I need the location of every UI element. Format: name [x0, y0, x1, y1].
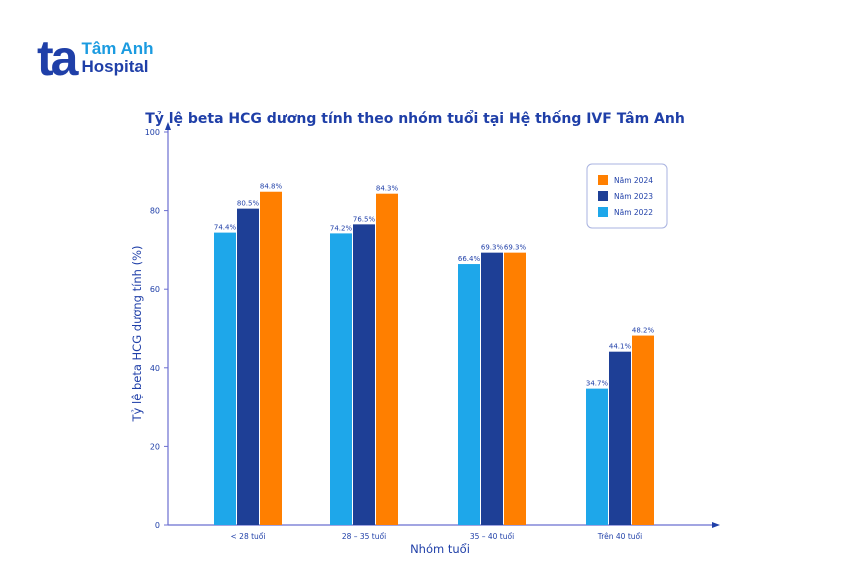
x-tick-label: < 28 tuổi — [231, 532, 266, 541]
data-label: 48.2% — [632, 327, 655, 335]
bar-năm-2023 — [609, 351, 631, 525]
legend-label: Năm 2024 — [614, 176, 653, 185]
data-label: 74.4% — [214, 224, 237, 232]
data-label: 80.5% — [237, 200, 260, 208]
x-tick-label: 28 – 35 tuổi — [342, 532, 386, 541]
legend-swatch — [598, 207, 608, 217]
legend-swatch — [598, 191, 608, 201]
bar-năm-2024 — [632, 335, 654, 525]
data-label: 34.7% — [586, 380, 609, 388]
y-tick-label: 20 — [150, 442, 160, 451]
data-label: 84.8% — [260, 183, 283, 191]
chart-title: Tỷ lệ beta HCG dương tính theo nhóm tuổi… — [145, 110, 685, 127]
bar-năm-2024 — [260, 191, 282, 525]
x-tick-label: 35 – 40 tuổi — [470, 532, 514, 541]
hospital-logo: ta Tâm Anh Hospital — [37, 30, 154, 86]
y-tick-label: 100 — [145, 128, 160, 137]
bar-năm-2023 — [237, 208, 259, 525]
bar-năm-2022 — [330, 233, 352, 526]
data-label: 84.3% — [376, 185, 399, 193]
data-label: 69.3% — [504, 244, 527, 252]
x-axis-arrow-icon — [712, 522, 720, 528]
data-label: 74.2% — [330, 224, 353, 232]
legend-label: Năm 2022 — [614, 208, 653, 217]
x-tick-label: Trên 40 tuổi — [597, 532, 642, 541]
bar-năm-2022 — [214, 232, 236, 525]
data-label: 69.3% — [481, 244, 504, 252]
y-tick-label: 40 — [150, 364, 160, 373]
y-axis-label: Tỷ lệ beta HCG dương tính (%) — [130, 246, 144, 423]
bar-năm-2024 — [376, 193, 398, 526]
legend-swatch — [598, 175, 608, 185]
y-tick-label: 60 — [150, 285, 160, 294]
y-axis-arrow-icon — [165, 122, 171, 130]
bar-năm-2022 — [458, 264, 480, 525]
logo-line1: Tâm Anh — [81, 39, 154, 58]
bar-năm-2023 — [481, 252, 503, 525]
y-tick-label: 80 — [150, 207, 160, 216]
data-label: 66.4% — [458, 255, 481, 263]
logo-line2: Hospital — [81, 57, 149, 76]
bar-năm-2022 — [586, 388, 608, 525]
data-label: 76.5% — [353, 215, 376, 223]
logo-text: Tâm Anh Hospital — [81, 40, 153, 76]
logo-mark: ta — [37, 30, 79, 86]
bar-năm-2024 — [504, 252, 526, 525]
y-tick-label: 0 — [155, 521, 160, 530]
bar-năm-2023 — [353, 224, 375, 526]
data-label: 44.1% — [609, 343, 632, 351]
legend-label: Năm 2023 — [614, 192, 653, 201]
x-axis-label: Nhóm tuổi — [410, 542, 470, 556]
